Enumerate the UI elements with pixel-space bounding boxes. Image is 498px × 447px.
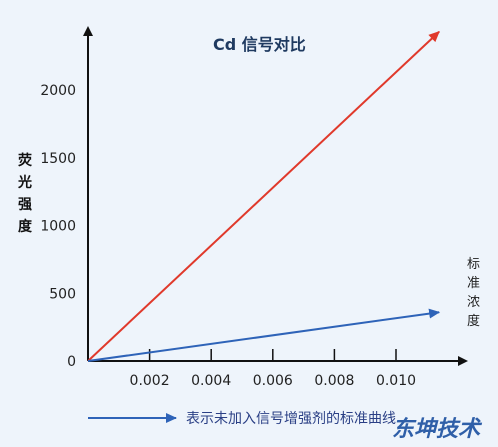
series-line-red — [87, 31, 440, 362]
x-tick-label: 0.008 — [314, 373, 354, 389]
x-tick-label: 0.006 — [253, 373, 293, 389]
x-axis-label: 标准浓度 — [467, 257, 480, 329]
x-tick-label: 0.010 — [376, 373, 416, 389]
legend-text: 表示未加入信号增强剂的标准曲线 — [186, 411, 396, 427]
y-tick-label: 2000 — [40, 83, 76, 99]
x-tick-label: 0.002 — [130, 373, 170, 389]
y-tick-label: 0 — [67, 354, 76, 370]
watermark-logo: 东坤技术 — [392, 416, 483, 442]
y-axis-label: 荧光强度 — [17, 152, 33, 235]
y-tick-label: 500 — [49, 286, 76, 302]
series-line-blue — [87, 308, 441, 362]
y-tick-label: 1500 — [40, 151, 76, 167]
y-tick-label: 1000 — [40, 219, 76, 235]
chart-title: Cd 信号对比 — [213, 35, 306, 54]
x-tick-label: 0.004 — [191, 373, 231, 389]
